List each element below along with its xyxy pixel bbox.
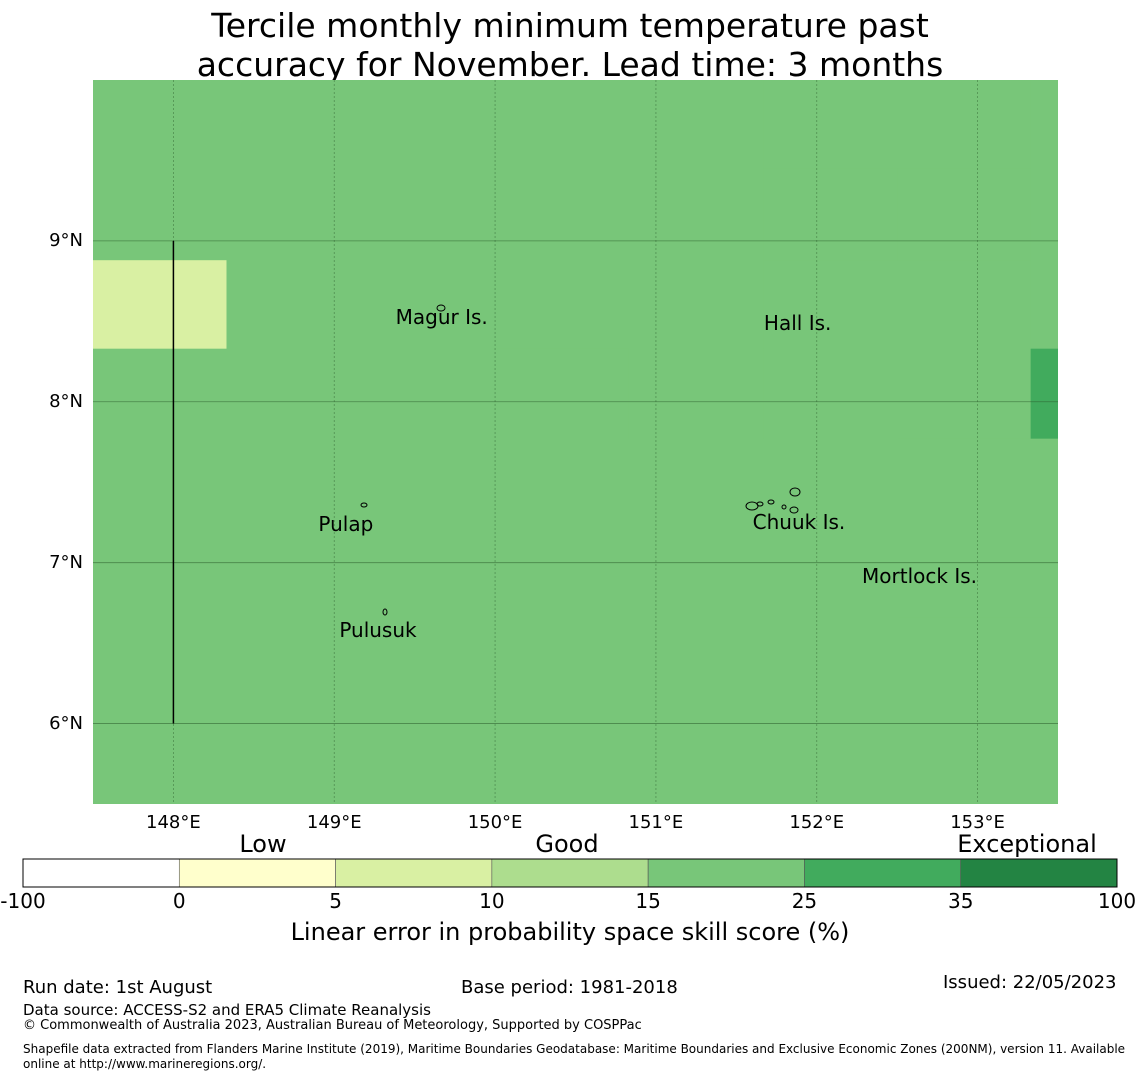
colorbar-title: Linear error in probability space skill … <box>290 918 850 946</box>
skill-cell-2 <box>897 168 1031 261</box>
shapefile-credit-line-1: Shapefile data extracted from Flanders M… <box>23 1042 1126 1056</box>
copyright: © Commonwealth of Australia 2023, Austra… <box>23 1018 642 1033</box>
place-label: Pulusuk <box>339 618 417 643</box>
map-title: Tercile monthly minimum temperature past… <box>0 6 1140 84</box>
lon-tick-label: 149°E <box>306 812 362 833</box>
island-outline-7 <box>781 504 787 510</box>
colorbar-tick-label: -100 <box>0 889 46 913</box>
skill-cell-7 <box>1030 617 1058 804</box>
issued-date: Issued: 22/05/2023 <box>943 972 1117 993</box>
skill-cell-top-right-2 <box>763 168 898 261</box>
island-outline-2 <box>382 608 388 616</box>
colorbar-tick-label: 25 <box>791 889 818 913</box>
lon-tick-label: 153°E <box>950 812 1005 833</box>
colorbar-category-label: Low <box>239 830 287 858</box>
place-label: Hall Is. <box>763 310 832 335</box>
colorbar-tick-label: 10 <box>479 889 505 913</box>
place-label: Mortlock Is. <box>862 563 977 588</box>
island-outline-6 <box>789 506 799 514</box>
colorbar-frame <box>22 858 1118 888</box>
title-line-1: Tercile monthly minimum temperature past <box>211 6 929 45</box>
place-label: Pulap <box>318 512 374 537</box>
island-outline-5 <box>767 499 775 505</box>
place-label: Chuuk Is. <box>752 510 846 535</box>
lon-tick-label: 148°E <box>146 812 201 833</box>
lat-tick-label: 6°N <box>49 712 83 734</box>
colorbar-segment-4 <box>647 858 805 888</box>
colorbar-tick-label: 35 <box>947 889 974 913</box>
data-source: Data source: ACCESS-S2 and ERA5 Climate … <box>23 1001 431 1019</box>
colorbar-tick-label: 5 <box>329 889 342 913</box>
colorbar-category-label: Exceptional <box>957 830 1097 858</box>
island-outline-0 <box>436 304 446 312</box>
colorbar-segment-2 <box>335 858 493 888</box>
skill-cell-8 <box>93 260 227 349</box>
skill-cell-5 <box>1030 348 1058 439</box>
lat-tick-label: 9°N <box>49 229 83 251</box>
colorbar-segment-3 <box>491 858 649 888</box>
skill-cell-3 <box>763 260 1031 439</box>
lon-tick-label: 150°E <box>467 812 523 833</box>
colorbar-segment-5 <box>804 858 962 888</box>
colorbar-tick-label: 100 <box>1097 889 1137 913</box>
island-outline-1 <box>360 502 368 508</box>
skill-cell-0 <box>495 80 764 349</box>
run-date: Run date: 1st August <box>23 977 213 998</box>
place-label: Magur Is. <box>395 304 488 329</box>
skill-cell-4 <box>628 348 764 439</box>
island-outline-3 <box>789 487 801 497</box>
skill-cell-1 <box>1030 80 1058 349</box>
colorbar-segment-0 <box>22 858 180 888</box>
colorbar-segment-1 <box>178 858 336 888</box>
lat-tick-label: 7°N <box>49 551 83 573</box>
colorbar-tick-label: 0 <box>172 889 186 913</box>
skill-map <box>22 80 1118 888</box>
base-period: Base period: 1981-2018 <box>461 977 678 998</box>
colorbar-category-label: Good <box>535 830 599 858</box>
island-outline-8 <box>756 501 764 507</box>
title-line-2: accuracy for November. Lead time: 3 mont… <box>196 45 944 84</box>
skill-cell-top-right <box>763 80 1031 169</box>
lon-tick-label: 152°E <box>789 812 845 833</box>
lon-tick-label: 151°E <box>628 812 684 833</box>
lat-tick-label: 8°N <box>49 390 83 412</box>
shapefile-credit-line-2: online at http://www.marineregions.org/. <box>23 1057 267 1071</box>
colorbar-tick-label: 15 <box>635 889 661 913</box>
colorbar-segment-6 <box>960 858 1118 888</box>
